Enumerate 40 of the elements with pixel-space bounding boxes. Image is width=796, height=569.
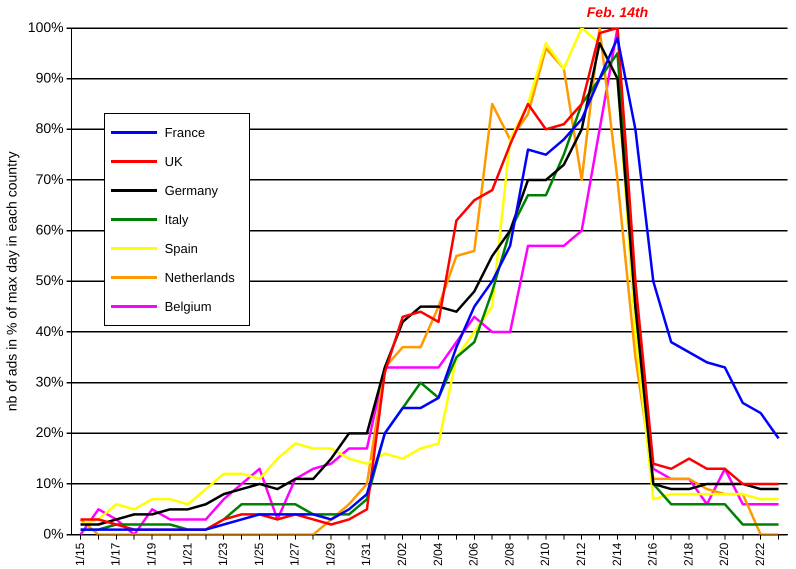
x-tick-label: 2/20 — [717, 542, 732, 566]
y-tick-label: 40% — [36, 322, 64, 339]
x-tick-label: 1/19 — [144, 542, 158, 566]
x-tick-label: 1/29 — [323, 542, 338, 566]
y-tick-label: 20% — [36, 424, 64, 440]
y-tick-label: 100% — [28, 18, 64, 35]
x-tick-label: 2/18 — [681, 542, 696, 566]
legend-label: Spain — [164, 241, 198, 256]
x-tick-label: 1/27 — [288, 542, 302, 566]
legend-label: Italy — [164, 212, 188, 227]
x-tick-label: 2/22 — [752, 542, 767, 566]
x-tick-label: 1/21 — [180, 542, 194, 566]
legend-label: UK — [164, 154, 183, 169]
x-tick-label: 1/17 — [108, 542, 123, 566]
y-tick-label: 0% — [43, 526, 64, 542]
x-tick-label: 1/23 — [216, 542, 230, 566]
y-tick-label: 30% — [36, 374, 64, 390]
x-tick-label: 2/04 — [430, 542, 445, 566]
y-tick-label: 80% — [36, 120, 64, 136]
y-tick-label: 10% — [36, 474, 64, 491]
y-tick-label: 90% — [36, 70, 64, 86]
x-tick-label: 2/10 — [538, 542, 552, 566]
legend-label: Netherlands — [164, 270, 235, 285]
x-tick-label: 2/08 — [502, 542, 516, 566]
x-tick-label: 1/25 — [252, 542, 266, 566]
legend-label: Belgium — [164, 299, 212, 314]
x-tick-label: 2/02 — [395, 542, 410, 566]
x-tick-label: 2/14 — [610, 542, 624, 566]
x-tick-label: 2/12 — [574, 542, 588, 566]
x-tick-label: 1/31 — [359, 542, 374, 566]
y-tick-label: 70% — [36, 170, 64, 187]
y-tick-label: 50% — [36, 272, 64, 288]
y-axis-title: nb of ads in % of max day in each country — [3, 151, 20, 412]
legend-label: France — [164, 125, 206, 140]
y-tick-label: 60% — [36, 222, 64, 238]
x-tick-label: 1/15 — [72, 542, 87, 566]
legend-label: Germany — [164, 183, 218, 198]
x-tick-label: 2/06 — [466, 542, 481, 566]
x-tick-label: 2/16 — [646, 542, 660, 566]
annotation: Feb. 14th — [586, 4, 648, 20]
